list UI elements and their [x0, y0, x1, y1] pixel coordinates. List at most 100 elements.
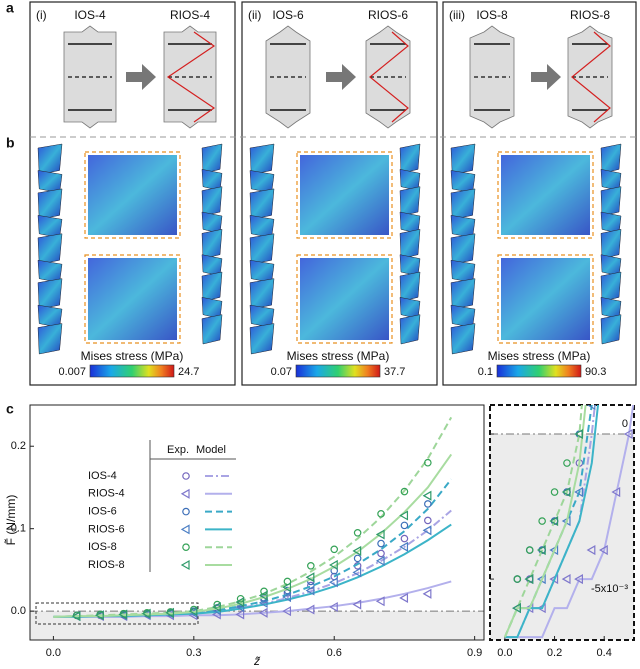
data-point: [424, 458, 432, 467]
data-point: [330, 545, 339, 554]
data-point: [536, 545, 546, 556]
deformed-model: [37, 143, 63, 355]
arrow: [531, 64, 561, 90]
data-point: [352, 545, 362, 556]
unit-cell: [365, 25, 411, 129]
arrow: [326, 64, 356, 90]
model-facet: [399, 229, 421, 259]
panel-index: (i): [36, 8, 47, 22]
deformed-model: [399, 143, 421, 345]
panel-index: (iii): [449, 8, 465, 22]
data-point: [375, 555, 385, 566]
y-tick-label: 0: [622, 418, 628, 430]
zoom-box: [497, 254, 594, 344]
x-tick-label: 0.3: [186, 647, 201, 659]
model-name: RIOS-6: [368, 8, 408, 22]
model-facet: [399, 143, 421, 174]
data-point: [329, 601, 338, 613]
data-point: [574, 428, 583, 440]
data-point: [513, 575, 522, 583]
data-point: [400, 534, 409, 543]
model-facet: [450, 278, 476, 310]
model-facet: [450, 188, 476, 220]
data-point: [375, 529, 385, 540]
data-point: [611, 487, 621, 498]
model-facet: [450, 143, 476, 175]
unit-cell: [163, 25, 217, 129]
model-curve: [53, 453, 453, 618]
y-tick-label: 0.1: [11, 523, 26, 535]
data-point: [512, 603, 521, 614]
twist-path: [571, 31, 611, 123]
twist-path: [369, 31, 409, 123]
data-point: [422, 588, 432, 599]
model-facet: [201, 229, 223, 259]
legend-entry: RIOS-4: [88, 488, 125, 500]
x-axis-label: z̃: [253, 654, 261, 668]
data-point: [307, 561, 315, 570]
data-point: [574, 574, 583, 585]
data-point: [399, 592, 409, 603]
twist-path: [166, 31, 216, 123]
deformed-model: [600, 143, 622, 345]
data-point: [399, 510, 409, 521]
model-facet: [201, 143, 223, 174]
model-facet: [600, 314, 622, 345]
legend-header: Model: [196, 444, 226, 456]
model-curve: [504, 405, 600, 639]
data-point: [258, 590, 268, 601]
legend-marker: [182, 507, 190, 516]
unit-cell: [265, 25, 311, 129]
colorbar-max: 37.7: [384, 366, 405, 378]
zoom-view: [88, 155, 177, 235]
data-point: [235, 609, 245, 620]
zoom-view: [300, 155, 389, 235]
data-point: [613, 25, 619, 31]
colorbar-label: Mises stress (MPa): [488, 349, 591, 363]
zoom-view: [501, 155, 590, 235]
data-point: [282, 592, 292, 603]
deformed-model: [201, 143, 223, 345]
y-tick-label: 0.0: [11, 605, 26, 617]
model-facet: [399, 314, 421, 345]
model-facet: [450, 233, 476, 265]
zoom-view: [300, 258, 389, 340]
data-point: [375, 596, 385, 607]
model-curve: [503, 405, 583, 638]
y-tick-label: -5x10⁻³: [591, 583, 628, 595]
panel-label: c: [6, 401, 14, 417]
legend-marker: [182, 543, 190, 552]
data-point: [235, 597, 245, 608]
model-facet: [37, 143, 63, 175]
legend-entry: RIOS-6: [88, 523, 125, 535]
panel-index: (ii): [248, 8, 261, 22]
data-point: [400, 487, 409, 496]
zoom-view: [501, 258, 590, 340]
model-facet: [249, 143, 275, 175]
data-point: [377, 510, 385, 518]
model-facet: [450, 323, 476, 355]
data-point: [329, 559, 338, 570]
colorbar-min: 0.07: [271, 366, 292, 378]
zoom-box: [84, 151, 181, 239]
data-point: [424, 516, 432, 525]
panel-label: a: [6, 0, 14, 16]
legend-header: Exp.: [167, 444, 189, 456]
legend-marker: [182, 472, 190, 480]
zoom-view: [88, 258, 177, 340]
x-tick-label: 0.0: [46, 647, 61, 659]
colorbar-label: Mises stress (MPa): [81, 349, 184, 363]
plot-layer: [53, 416, 453, 622]
data-point: [235, 601, 245, 613]
deformed-model: [249, 143, 275, 355]
data-point: [549, 516, 559, 527]
model-name: IOS-6: [272, 8, 304, 22]
data-point: [563, 459, 571, 467]
x-tick-label: 0.2: [547, 647, 562, 659]
data-point: [550, 488, 559, 496]
data-point: [399, 541, 409, 552]
zoom-box: [296, 151, 393, 239]
legend-marker: [180, 488, 190, 499]
data-point: [586, 405, 596, 411]
